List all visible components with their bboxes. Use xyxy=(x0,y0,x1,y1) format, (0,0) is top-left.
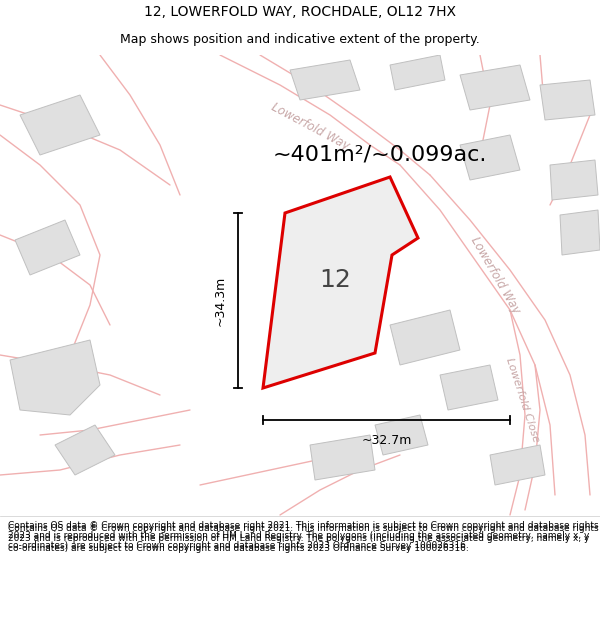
Polygon shape xyxy=(390,55,445,90)
Text: Contains OS data © Crown copyright and database right 2021. This information is : Contains OS data © Crown copyright and d… xyxy=(8,521,599,551)
Polygon shape xyxy=(375,415,428,455)
Text: Lowerfold Way: Lowerfold Way xyxy=(468,234,522,316)
Polygon shape xyxy=(310,435,375,480)
Polygon shape xyxy=(460,135,520,180)
Polygon shape xyxy=(290,60,360,100)
Polygon shape xyxy=(263,177,418,388)
Text: 12: 12 xyxy=(319,268,351,292)
Text: Lowerfold Way: Lowerfold Way xyxy=(269,101,351,153)
Polygon shape xyxy=(15,220,80,275)
Polygon shape xyxy=(540,80,595,120)
Text: Contains OS data © Crown copyright and database right 2021. This information is : Contains OS data © Crown copyright and d… xyxy=(8,524,599,553)
Polygon shape xyxy=(460,65,530,110)
Polygon shape xyxy=(10,340,100,415)
Polygon shape xyxy=(440,365,498,410)
Text: Map shows position and indicative extent of the property.: Map shows position and indicative extent… xyxy=(120,33,480,46)
Polygon shape xyxy=(550,160,598,200)
Text: Lowerfold Close: Lowerfold Close xyxy=(503,356,541,444)
Text: ~401m²/~0.099ac.: ~401m²/~0.099ac. xyxy=(273,145,487,165)
Polygon shape xyxy=(390,310,460,365)
Polygon shape xyxy=(20,95,100,155)
Polygon shape xyxy=(490,445,545,485)
Text: 12, LOWERFOLD WAY, ROCHDALE, OL12 7HX: 12, LOWERFOLD WAY, ROCHDALE, OL12 7HX xyxy=(144,5,456,19)
Polygon shape xyxy=(560,210,600,255)
Text: ~32.7m: ~32.7m xyxy=(361,434,412,446)
Polygon shape xyxy=(55,425,115,475)
Text: ~34.3m: ~34.3m xyxy=(214,276,227,326)
